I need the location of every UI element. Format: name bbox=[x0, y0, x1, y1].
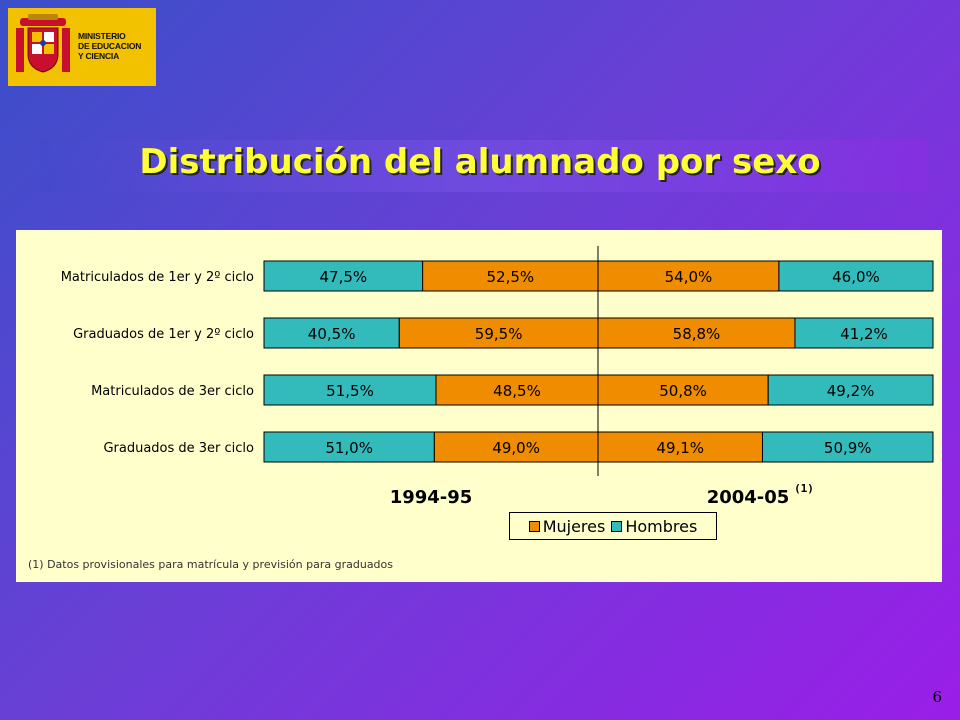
data-label: 49,2% bbox=[827, 382, 875, 400]
data-label: 48,5% bbox=[493, 382, 541, 400]
coat-of-arms-icon bbox=[16, 14, 70, 73]
title-band bbox=[40, 140, 928, 192]
data-label: 59,5% bbox=[475, 325, 523, 343]
ministry-logo: MINISTERIO DE EDUCACION Y CIENCIA bbox=[8, 8, 156, 86]
bar-hombres-1994-95 bbox=[263, 260, 424, 292]
legend-item-hombres: Hombres bbox=[611, 517, 697, 536]
stacked-bar-chart: Matriculados de 1er y 2º ciclo 47,5% 52,5%… bbox=[61, 246, 934, 508]
page-number: 6 bbox=[932, 688, 942, 706]
data-label: 54,0% bbox=[665, 268, 713, 286]
ministry-name: MINISTERIO DE EDUCACION Y CIENCIA bbox=[78, 31, 142, 61]
chart-panel: Matriculados de 1er y 2º ciclo 47,5% 52,5%… bbox=[16, 230, 942, 582]
bar-hombres-2004-05 bbox=[761, 431, 934, 463]
bar-hombres-1994-95 bbox=[263, 317, 400, 349]
data-label: 46,0% bbox=[832, 268, 880, 286]
bar-hombres-1994-95 bbox=[263, 374, 437, 406]
data-label: 51,0% bbox=[325, 439, 373, 457]
bar-mujeres-2004-05 bbox=[597, 317, 796, 349]
data-label: 50,9% bbox=[824, 439, 872, 457]
data-label: 50,8% bbox=[659, 382, 707, 400]
data-label: 41,2% bbox=[840, 325, 888, 343]
data-label: 40,5% bbox=[308, 325, 356, 343]
legend-item-mujeres: Mujeres bbox=[528, 516, 606, 536]
category-label: Matriculados de 1er y 2º ciclo bbox=[61, 270, 254, 285]
legend-swatch-hombres bbox=[611, 520, 623, 532]
data-label: 49,0% bbox=[492, 439, 540, 457]
category-label: Graduados de 1er y 2º ciclo bbox=[73, 327, 254, 342]
data-label: 49,1% bbox=[656, 439, 704, 457]
chart-footnote: (1) Datos provisionales para matrícula y… bbox=[28, 558, 393, 571]
slide-title: Distribución del alumnado por sexo bbox=[139, 142, 821, 182]
data-label: 47,5% bbox=[319, 268, 367, 286]
data-label: 52,5% bbox=[486, 268, 534, 286]
group-label-1994-95: 1994-95 bbox=[390, 487, 473, 508]
category-label: Graduados de 3er ciclo bbox=[103, 441, 254, 456]
chart-legend: Mujeres Hombres bbox=[509, 512, 717, 540]
group-label-2004-05: 2004-05 bbox=[707, 487, 790, 508]
bar-hombres-2004-05 bbox=[794, 317, 934, 349]
bar-mujeres-2004-05 bbox=[597, 374, 769, 406]
legend-swatch-mujeres bbox=[528, 520, 540, 532]
data-label: 58,8% bbox=[673, 325, 721, 343]
legend-label-mujeres: Mujeres bbox=[542, 516, 606, 536]
legend-label-hombres: Hombres bbox=[625, 516, 698, 536]
bar-hombres-2004-05 bbox=[767, 374, 934, 406]
category-label: Matriculados de 3er ciclo bbox=[91, 384, 254, 399]
bar-mujeres-1994-95 bbox=[433, 431, 599, 463]
bar-mujeres-1994-95 bbox=[435, 374, 599, 406]
bar-hombres-2004-05 bbox=[778, 260, 934, 292]
group-label-superscript: (1) bbox=[794, 482, 814, 495]
bar-mujeres-1994-95 bbox=[398, 317, 599, 349]
data-label: 51,5% bbox=[326, 382, 374, 400]
